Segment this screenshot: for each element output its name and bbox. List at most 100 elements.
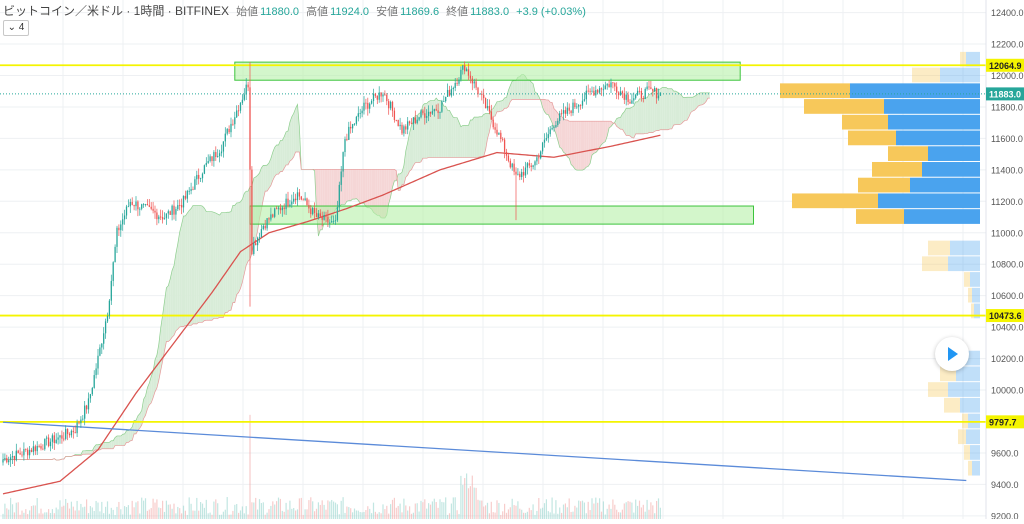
candle-body xyxy=(209,156,210,161)
symbol-title[interactable]: ビットコイン／米ドル · 1時間 · BITFINEX xyxy=(3,4,229,18)
volume-bar xyxy=(445,497,446,519)
candle-body xyxy=(479,94,480,95)
volume-bar xyxy=(620,512,621,519)
volume-bar xyxy=(386,506,387,519)
volume-bar xyxy=(134,507,135,519)
trend-line[interactable] xyxy=(3,422,966,480)
volume-bar xyxy=(4,504,5,519)
volume-bar xyxy=(531,510,532,519)
cloud-segment xyxy=(640,99,642,134)
volume-bar xyxy=(54,513,55,519)
cloud-segment xyxy=(470,120,472,158)
candle-body xyxy=(259,237,260,238)
candle-body xyxy=(247,85,248,88)
vp-bar-up xyxy=(958,429,966,444)
volume-bar xyxy=(517,501,518,519)
candle-body xyxy=(342,152,343,171)
cloud-segment xyxy=(176,244,178,331)
candle-body xyxy=(204,165,205,173)
candle-body xyxy=(297,192,298,200)
cloud-segment xyxy=(286,131,288,165)
candle-body xyxy=(12,456,13,457)
y-tick-label: 10800.0 xyxy=(991,260,1024,270)
volume-bar xyxy=(460,476,461,519)
candle-body xyxy=(643,98,644,99)
candle-body xyxy=(460,70,461,80)
volume-bar xyxy=(322,500,323,519)
cloud-segment xyxy=(241,199,243,288)
volume-bar xyxy=(500,515,501,519)
candle-body xyxy=(194,179,195,190)
volume-bar xyxy=(559,507,560,519)
candle-body xyxy=(527,163,528,167)
candle-body xyxy=(363,103,364,111)
volume-bar xyxy=(455,497,456,519)
vp-bar-up xyxy=(792,193,878,208)
cloud-segment xyxy=(204,208,206,320)
volume-bar xyxy=(519,509,520,519)
cloud-segment xyxy=(223,213,225,318)
volume-bar xyxy=(422,502,423,519)
cloud-segment xyxy=(184,216,186,327)
candle-body xyxy=(48,438,49,447)
volume-bar xyxy=(343,497,344,519)
cloud-segment xyxy=(267,163,269,191)
zones[interactable] xyxy=(235,62,754,224)
candle-body xyxy=(145,204,146,205)
cloud-segment xyxy=(695,95,697,110)
volume-bar xyxy=(289,501,290,519)
candle-body xyxy=(407,121,408,129)
volume-bar xyxy=(238,513,239,519)
candle-body xyxy=(626,95,627,100)
candle-body xyxy=(477,88,478,94)
candle-body xyxy=(213,152,214,161)
volume-bar xyxy=(116,507,117,519)
indicator-collapse-button[interactable]: ⌄ 4 xyxy=(3,20,29,36)
cloud-segment xyxy=(499,101,501,112)
candle-body xyxy=(382,95,383,97)
volume-bar xyxy=(481,501,482,519)
price-axis[interactable]: 9200.09400.09600.09800.010000.010200.010… xyxy=(986,0,1024,519)
volume-bar xyxy=(533,504,534,519)
volume-bar xyxy=(267,513,268,519)
candle-body xyxy=(130,202,131,206)
volume-bar xyxy=(189,497,190,519)
cloud-segment xyxy=(128,429,130,442)
cloud-segment xyxy=(360,169,362,203)
candle-body xyxy=(272,214,273,216)
volume-bar xyxy=(234,505,235,519)
cloud-segment xyxy=(603,121,605,143)
cloud-segment xyxy=(351,169,353,200)
candle-body xyxy=(59,435,60,437)
vp-bar-down xyxy=(904,209,980,224)
candle-body xyxy=(496,130,497,135)
candle-body xyxy=(27,450,28,456)
volume-bar xyxy=(65,499,66,519)
candle-body xyxy=(149,205,150,207)
play-button[interactable] xyxy=(935,337,969,371)
cloud-segment xyxy=(104,442,106,448)
high-label: 高値 xyxy=(306,6,328,18)
candle-body xyxy=(447,90,448,97)
cloud-segment xyxy=(586,121,588,167)
cloud-segment xyxy=(567,120,569,158)
cloud-segment xyxy=(106,442,108,448)
cloud-segment xyxy=(674,91,676,125)
volume-bar xyxy=(405,505,406,519)
volume-bar xyxy=(18,502,19,519)
candle-body xyxy=(352,124,353,128)
candle-body xyxy=(57,437,58,439)
volume-bar xyxy=(320,505,321,519)
y-tick-label: 12400.0 xyxy=(991,8,1024,18)
volume-bar xyxy=(472,476,473,519)
volume-bar xyxy=(248,514,249,519)
volume-bar xyxy=(94,511,95,519)
candle-body xyxy=(413,117,414,123)
volume-bar xyxy=(563,505,564,519)
volume-bar xyxy=(124,506,125,519)
candle-body xyxy=(380,92,381,96)
volume-bar xyxy=(447,515,448,519)
volume-bar xyxy=(8,510,9,519)
